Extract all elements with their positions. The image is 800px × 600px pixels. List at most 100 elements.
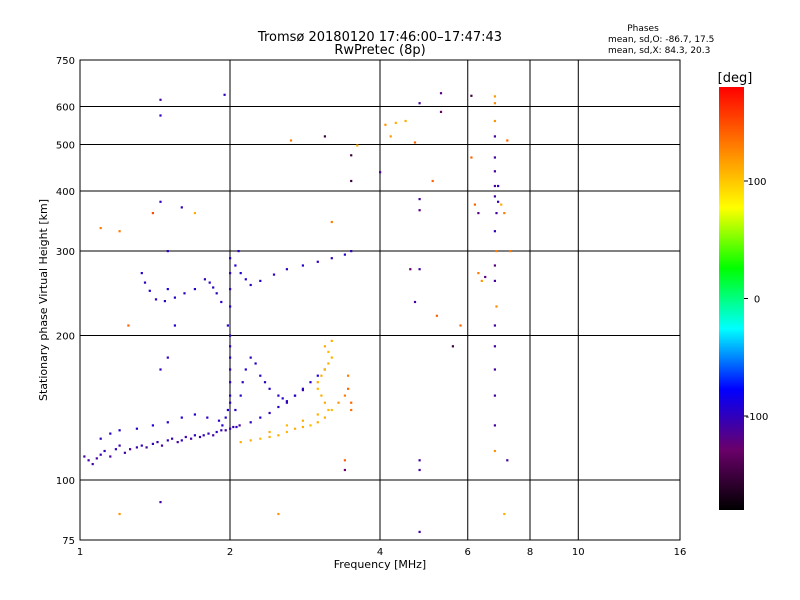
echo-point [418, 268, 421, 271]
x-tick-label: 4 [377, 547, 383, 558]
echo-point [493, 264, 496, 267]
echo-point [249, 356, 252, 359]
echo-point [330, 339, 333, 342]
echo-point [497, 184, 500, 188]
echo-point [470, 156, 473, 159]
echo-point [343, 253, 346, 256]
echo-point [418, 102, 421, 105]
echo-point [148, 289, 151, 292]
plot-frame [79, 59, 681, 541]
echo-point [301, 419, 304, 422]
x-axis-label: Frequency [MHz] [334, 558, 426, 571]
x-tick-label: 8 [527, 547, 533, 558]
echo-point [323, 401, 326, 404]
echo-point [473, 203, 476, 206]
echo-point [503, 512, 506, 516]
echo-point [166, 250, 169, 253]
echo-point [316, 260, 319, 263]
echo-point [350, 179, 353, 183]
y-tick-label: 100 [56, 476, 75, 487]
echo-point [159, 200, 162, 203]
echo-point [493, 449, 496, 453]
echo-point [289, 139, 293, 142]
echo-point [259, 374, 262, 377]
echo-point [379, 171, 382, 174]
echo-point [207, 432, 210, 435]
echo-point [99, 453, 102, 456]
y-tick-label: 75 [62, 536, 75, 547]
echo-point [493, 324, 496, 327]
echo-point [459, 324, 462, 327]
echo-point [268, 435, 271, 439]
echo-point [285, 268, 288, 271]
echo-point [347, 387, 350, 390]
echo-point [154, 298, 158, 301]
echo-point [343, 459, 346, 462]
echo-point [202, 434, 205, 437]
echo-point [503, 212, 506, 215]
echo-point [220, 429, 223, 432]
echo-point [268, 411, 271, 415]
echo-point [166, 421, 169, 424]
echo-point [259, 279, 262, 282]
echo-point [173, 324, 176, 327]
echo-point [350, 154, 353, 157]
echo-point [249, 283, 252, 287]
echo-point [316, 381, 319, 384]
echo-point [234, 264, 237, 267]
echo-point [190, 437, 193, 440]
echo-point [493, 394, 496, 397]
echo-point [493, 156, 496, 159]
echo-point [229, 394, 232, 397]
chart-subtitle: RwPretec (8p) [334, 43, 425, 58]
echo-point [176, 441, 179, 444]
echo-point [493, 102, 496, 105]
y-axis-label: Stationary phase Virtual Height [km] [37, 199, 50, 401]
echo-point [323, 345, 326, 348]
echo-point [183, 292, 186, 295]
echo-point [500, 203, 503, 206]
x-tick-label: 16 [674, 547, 687, 558]
echo-point [480, 279, 483, 282]
echo-point [316, 374, 319, 377]
echo-point [229, 334, 232, 337]
echo-point [495, 212, 498, 215]
echo-point [413, 300, 417, 304]
echo-point [171, 437, 174, 440]
echo-point [135, 446, 138, 449]
echo-point [277, 405, 280, 409]
echo-point [220, 300, 223, 304]
echo-point [103, 449, 106, 453]
echo-points [83, 92, 512, 533]
echo-point [323, 416, 326, 419]
echo-point [470, 94, 473, 97]
colorbar-ticks: 100 0 -100 [744, 177, 768, 423]
echo-point [327, 362, 330, 365]
echo-point [316, 413, 319, 416]
echo-point [323, 368, 326, 371]
echo-point [229, 356, 232, 359]
echo-point [239, 272, 242, 275]
echo-point [343, 394, 346, 397]
echo-point [356, 144, 359, 147]
echo-point [140, 272, 143, 275]
echo-point [193, 434, 196, 437]
echo-point [285, 401, 288, 404]
echo-point [160, 444, 164, 447]
echo-point [206, 416, 209, 419]
echo-point [212, 434, 215, 437]
stats-line-x: mean, sd,X: 84.3, 20.3 [608, 46, 710, 56]
echo-point [263, 381, 267, 384]
echo-point [223, 93, 226, 96]
echo-point [350, 408, 353, 412]
echo-point [135, 427, 138, 430]
echo-point [109, 455, 112, 458]
echo-point [208, 281, 211, 284]
echo-point [268, 387, 271, 390]
echo-point [87, 459, 90, 462]
echo-point [229, 427, 232, 430]
echo-point [229, 401, 232, 404]
echo-point [330, 408, 333, 412]
echo-point [320, 394, 323, 397]
chart-title: Tromsø 20180120 17:46:00–17:47:43 [257, 30, 502, 45]
